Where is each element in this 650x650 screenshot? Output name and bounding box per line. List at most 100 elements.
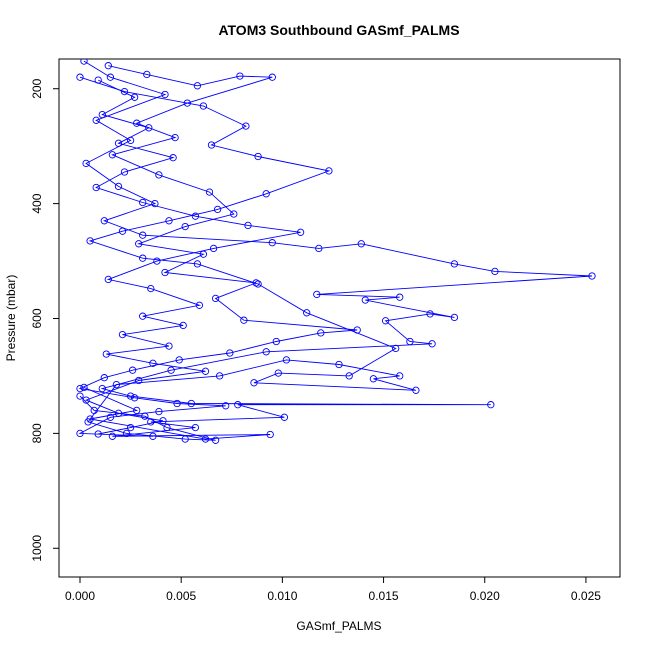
data-point bbox=[114, 409, 123, 417]
x-tick-label: 0.000 bbox=[65, 589, 95, 603]
data-point bbox=[126, 392, 135, 400]
data-point bbox=[161, 268, 169, 277]
data-point bbox=[108, 432, 117, 440]
x-tick-label: 0.005 bbox=[166, 589, 196, 603]
data-point bbox=[191, 212, 200, 220]
data-point bbox=[272, 337, 280, 346]
data-point bbox=[280, 413, 289, 421]
data-point bbox=[90, 406, 98, 415]
data-point bbox=[487, 401, 495, 409]
data-point bbox=[213, 205, 222, 214]
data-point bbox=[167, 366, 175, 374]
data-point bbox=[181, 222, 189, 231]
data-point bbox=[84, 418, 92, 426]
data-point bbox=[163, 423, 171, 432]
data-point bbox=[133, 406, 141, 415]
data-point bbox=[82, 159, 90, 168]
series-2 bbox=[76, 62, 361, 440]
data-point bbox=[112, 380, 121, 389]
data-point bbox=[139, 198, 147, 207]
data-point bbox=[353, 326, 361, 334]
chart-title: ATOM3 Southbound GASmf_PALMS bbox=[218, 22, 459, 38]
data-point bbox=[426, 310, 434, 318]
data-point bbox=[106, 73, 115, 81]
x-tick-label: 0.020 bbox=[470, 589, 500, 603]
data-point bbox=[303, 309, 311, 317]
data-point bbox=[201, 435, 210, 443]
data-point bbox=[130, 394, 139, 402]
data-point bbox=[118, 227, 127, 235]
data-point bbox=[396, 372, 404, 380]
data-point bbox=[428, 340, 436, 348]
data-point bbox=[240, 316, 248, 324]
data-point bbox=[165, 342, 173, 350]
data-point bbox=[153, 257, 161, 265]
data-point bbox=[94, 76, 102, 84]
data-point bbox=[98, 110, 106, 119]
data-point bbox=[143, 70, 151, 79]
data-point bbox=[215, 372, 224, 380]
data-point bbox=[369, 375, 378, 383]
data-point bbox=[82, 396, 90, 404]
data-point bbox=[207, 141, 216, 149]
data-point bbox=[171, 133, 179, 142]
data-point bbox=[108, 151, 117, 159]
data-point bbox=[161, 90, 169, 99]
data-point bbox=[130, 93, 139, 101]
data-point bbox=[234, 401, 242, 409]
data-point bbox=[491, 267, 499, 276]
data-point bbox=[199, 102, 208, 110]
data-point bbox=[252, 279, 260, 287]
data-point bbox=[242, 122, 250, 130]
data-point bbox=[193, 82, 202, 90]
data-point bbox=[396, 293, 404, 301]
data-point bbox=[450, 313, 459, 322]
series-layer bbox=[76, 59, 596, 444]
series-line bbox=[78, 65, 358, 437]
data-point bbox=[361, 296, 369, 304]
data-point bbox=[335, 360, 343, 369]
data-point bbox=[262, 190, 270, 198]
data-point bbox=[175, 356, 183, 364]
data-point bbox=[100, 217, 108, 225]
series-0 bbox=[80, 59, 596, 443]
data-point bbox=[80, 383, 88, 392]
data-point bbox=[128, 366, 137, 374]
data-point bbox=[149, 359, 157, 367]
data-point bbox=[86, 237, 94, 245]
data-point bbox=[92, 183, 100, 192]
data-point bbox=[205, 188, 214, 196]
data-point bbox=[147, 284, 155, 293]
data-point bbox=[325, 167, 333, 175]
data-point bbox=[76, 384, 84, 393]
data-point bbox=[236, 72, 244, 80]
data-point bbox=[588, 272, 596, 280]
data-point bbox=[211, 436, 220, 444]
data-point bbox=[122, 429, 131, 438]
data-point bbox=[120, 87, 129, 96]
data-point bbox=[104, 62, 112, 70]
data-point bbox=[126, 423, 135, 432]
data-point bbox=[274, 369, 282, 377]
data-point bbox=[149, 432, 157, 440]
series-3 bbox=[82, 76, 305, 438]
data-point bbox=[201, 367, 210, 375]
y-tick-label: 200 bbox=[30, 78, 44, 98]
data-point bbox=[254, 152, 262, 161]
data-point bbox=[450, 260, 459, 268]
data-point bbox=[159, 417, 167, 425]
data-point bbox=[315, 244, 323, 253]
data-point bbox=[230, 210, 238, 218]
data-point bbox=[155, 407, 163, 416]
data-point bbox=[262, 348, 270, 356]
data-point bbox=[191, 423, 200, 432]
x-tick-label: 0.025 bbox=[571, 589, 601, 603]
data-point bbox=[145, 124, 153, 132]
y-tick-label: 600 bbox=[30, 308, 44, 328]
data-point bbox=[250, 379, 258, 387]
y-tick-label: 1000 bbox=[30, 535, 44, 562]
x-tick-label: 0.015 bbox=[369, 589, 399, 603]
data-point bbox=[187, 399, 195, 408]
data-point bbox=[76, 73, 84, 81]
